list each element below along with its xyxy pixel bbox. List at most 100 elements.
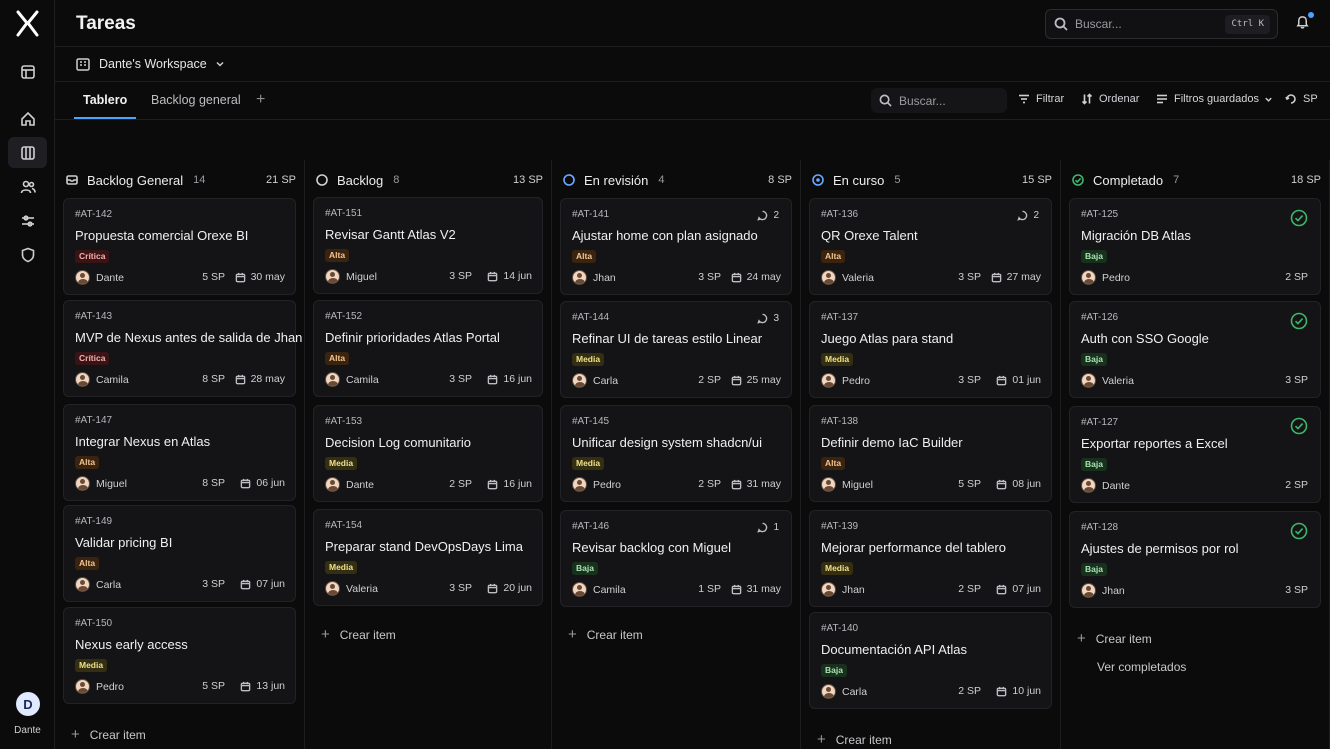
task-card[interactable]: #AT-128 Ajustes de permisos por rol Baja Jh…: [1069, 511, 1321, 608]
column-header[interactable]: Backlog General 14 21 SP: [65, 170, 296, 190]
sort-button[interactable]: Ordenar: [1081, 93, 1139, 105]
sidebar-item-team[interactable]: [8, 171, 47, 202]
workspace-selector[interactable]: Dante's Workspace: [75, 56, 225, 72]
create-item-button[interactable]: + Crear item: [321, 626, 396, 643]
task-card[interactable]: #AT-152 Definir prioridades Atlas Portal A…: [313, 300, 543, 397]
sp-toggle-button[interactable]: SP: [1285, 93, 1318, 105]
task-card[interactable]: #AT-144 Refinar UI de tareas estilo Linea…: [560, 301, 792, 398]
task-card[interactable]: #AT-140 Documentación API Atlas Baja Carla 2…: [809, 612, 1052, 709]
story-points: 5 SP: [202, 271, 225, 283]
priority-badge: Media: [75, 659, 108, 672]
avatar: [1081, 373, 1096, 388]
task-card[interactable]: #AT-127 Exportar reportes a Excel Baja Dant…: [1069, 406, 1321, 503]
user-avatar[interactable]: D: [16, 692, 40, 716]
task-card[interactable]: #AT-136 QR Orexe Talent Alta Valeria 3 SP 27 …: [809, 198, 1052, 295]
task-card[interactable]: #AT-125 Migración DB Atlas Baja Pedro 2 SP: [1069, 198, 1321, 295]
assignee-name: Carla: [96, 578, 122, 591]
avatar: [821, 477, 836, 492]
due-date: 27 may: [991, 271, 1041, 283]
task-card[interactable]: #AT-126 Auth con SSO Google Baja Valeria 3 S…: [1069, 301, 1321, 398]
assignee-name: Valeria: [1102, 374, 1134, 387]
comments-count[interactable]: 2: [757, 210, 779, 221]
sidebar-item-security[interactable]: [8, 239, 47, 270]
task-card[interactable]: #AT-153 Decision Log comunitario Media Dant…: [313, 405, 543, 502]
comments-count[interactable]: 3: [757, 313, 779, 324]
task-card[interactable]: #AT-151 Revisar Gantt Atlas V2 Alta Miguel 3…: [313, 197, 543, 294]
column-header[interactable]: Completado 7 18 SP: [1071, 170, 1321, 190]
create-item-button[interactable]: + Crear item: [817, 731, 892, 748]
due-date: 30 may: [235, 271, 285, 283]
global-search-input[interactable]: [1075, 17, 1215, 31]
task-card[interactable]: #AT-149 Validar pricing BI Alta Carla 3 SP 07…: [63, 505, 296, 602]
priority-badge: Media: [572, 353, 605, 366]
saved-filters-dropdown[interactable]: Filtros guardados: [1156, 93, 1273, 105]
completed-check-icon: [1290, 312, 1308, 330]
avatar: [75, 270, 90, 285]
task-title: Auth con SSO Google: [1081, 331, 1209, 346]
priority-badge: Media: [325, 457, 358, 470]
story-points: 2 SP: [958, 583, 981, 595]
sidebar-item-board[interactable]: [8, 137, 47, 168]
avatar: [75, 679, 90, 694]
task-card[interactable]: #AT-141 Ajustar home con plan asignado Alt…: [560, 198, 792, 295]
users-icon: [20, 180, 36, 193]
avatar: [325, 477, 340, 492]
assignee-name: Pedro: [1102, 271, 1131, 284]
task-card[interactable]: #AT-146 Revisar backlog con Miguel Baja Cam…: [560, 510, 792, 607]
column-sp-total: 8 SP: [768, 174, 792, 186]
due-date: 16 jun: [487, 478, 532, 490]
sidebar-item-home[interactable]: [8, 103, 47, 134]
app-logo-icon: [16, 10, 39, 37]
story-points: 3 SP: [698, 271, 721, 283]
task-card[interactable]: #AT-143 MVP de Nexus antes de salida de J…: [63, 300, 302, 397]
column-header[interactable]: Backlog 8 13 SP: [315, 170, 543, 190]
shortcut-hint: Ctrl K: [1225, 15, 1270, 34]
story-points: 3 SP: [449, 373, 472, 385]
board-search[interactable]: [871, 88, 1007, 113]
global-search[interactable]: Ctrl K: [1045, 9, 1278, 39]
filter-button[interactable]: Filtrar: [1018, 93, 1064, 105]
priority-badge: Alta: [821, 457, 846, 470]
comments-count[interactable]: 2: [1017, 210, 1039, 221]
review-circle-icon: [563, 174, 575, 186]
create-item-button[interactable]: + Crear item: [1077, 630, 1152, 647]
calendar-icon: [235, 374, 246, 385]
comments-count[interactable]: 1: [757, 522, 779, 533]
assignee: Valeria: [821, 270, 874, 285]
task-card[interactable]: #AT-139 Mejorar performance del tablero Me…: [809, 510, 1052, 607]
assignee-name: Camila: [96, 373, 129, 386]
task-card[interactable]: #AT-147 Integrar Nexus en Atlas Alta Miguel…: [63, 404, 296, 501]
assignee: Camila: [325, 372, 379, 387]
sidebar-item-workflows[interactable]: [8, 205, 47, 236]
column-header[interactable]: En revisión 4 8 SP: [562, 170, 792, 190]
create-item-button[interactable]: + Crear item: [568, 626, 643, 643]
task-card[interactable]: #AT-150 Nexus early access Media Pedro 5 SP 1…: [63, 607, 296, 704]
task-card[interactable]: #AT-142 Propuesta comercial Orexe BI Críti…: [63, 198, 296, 295]
create-item-button[interactable]: + Crear item: [71, 726, 146, 743]
column-header[interactable]: En curso 5 15 SP: [811, 170, 1052, 190]
task-card[interactable]: #AT-145 Unificar design system shadcn/ui M…: [560, 405, 792, 502]
top-bar: Tareas Ctrl K: [55, 0, 1330, 47]
show-completed-link[interactable]: Ver completados: [1097, 660, 1187, 674]
task-title: Definir demo IaC Builder: [821, 435, 963, 450]
story-points: 2 SP: [698, 374, 721, 386]
notifications-button[interactable]: [1295, 12, 1314, 32]
priority-badge: Alta: [325, 249, 350, 262]
assignee-name: Jhan: [1102, 584, 1125, 597]
tab-backlog-general[interactable]: Backlog general: [151, 93, 241, 107]
task-card[interactable]: #AT-137 Juego Atlas para stand Media Pedro 3…: [809, 301, 1052, 398]
column-title: Completado: [1093, 172, 1164, 188]
avatar: [1081, 478, 1096, 493]
calendar-icon: [996, 479, 1007, 490]
tab-board[interactable]: Tablero: [74, 82, 137, 119]
task-card[interactable]: #AT-154 Preparar stand DevOpsDays Lima Med…: [313, 509, 543, 606]
column-sp-total: 18 SP: [1291, 174, 1321, 186]
task-card[interactable]: #AT-138 Definir demo IaC Builder Alta Migue…: [809, 405, 1052, 502]
board-search-input[interactable]: [899, 93, 999, 108]
sidebar-item-panel[interactable]: [8, 56, 47, 87]
assignee: Pedro: [821, 373, 870, 388]
task-id: #AT-125: [1081, 209, 1119, 220]
assignee: Jhan: [1081, 583, 1125, 598]
add-tab-button[interactable]: +: [256, 91, 266, 108]
task-id: #AT-126: [1081, 312, 1119, 323]
